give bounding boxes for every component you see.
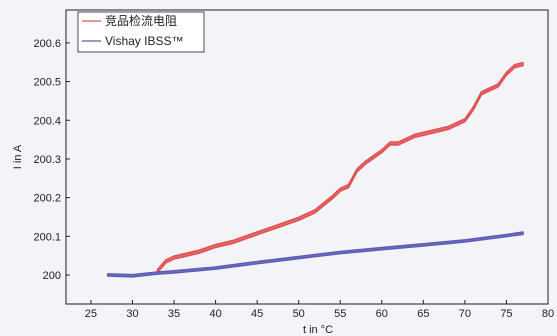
y-axis-ticks: 200 200.1 200.2 200.3 200.4 200.5 200.6: [33, 38, 70, 282]
y-tick-label: 200.2: [33, 193, 61, 205]
x-tick-label: 35: [168, 308, 180, 320]
x-tick-label: 70: [459, 308, 471, 320]
x-tick-label: 75: [500, 308, 512, 320]
y-tick-label: 200.3: [33, 154, 61, 166]
series-1-band: [156, 61, 524, 274]
x-tick-label: 65: [417, 308, 429, 320]
x-tick-label: 80: [542, 308, 554, 320]
legend-label-series-1: 竞品检流电阻: [105, 13, 177, 28]
x-tick-label: 50: [293, 308, 305, 320]
x-tick-label: 45: [251, 308, 263, 320]
legend-box: [77, 11, 205, 53]
legend: 竞品检流电阻 Vishay IBSS™: [77, 11, 205, 53]
plot-frame: [65, 9, 549, 305]
y-axis-label: I in A: [12, 144, 24, 169]
y-tick-label: 200.1: [33, 231, 61, 243]
x-tick-label: 60: [376, 308, 388, 320]
x-axis-label: t in °C: [303, 324, 333, 336]
x-tick-label: 55: [334, 308, 346, 320]
y-tick-label: 200: [43, 270, 61, 282]
x-tick-label: 25: [85, 308, 97, 320]
y-tick-label: 200.4: [33, 115, 61, 127]
series-2-band: [106, 231, 524, 278]
x-tick-label: 40: [209, 308, 221, 320]
x-tick-label: 30: [126, 308, 138, 320]
y-tick-label: 200.6: [33, 38, 61, 50]
legend-label-series-2: Vishay IBSS™: [105, 34, 183, 48]
x-axis-ticks: 25 30 35 40 45 50 55 60 65 70 75 80: [85, 300, 554, 320]
series-layer: [106, 61, 524, 278]
y-tick-label: 200.5: [33, 77, 61, 89]
